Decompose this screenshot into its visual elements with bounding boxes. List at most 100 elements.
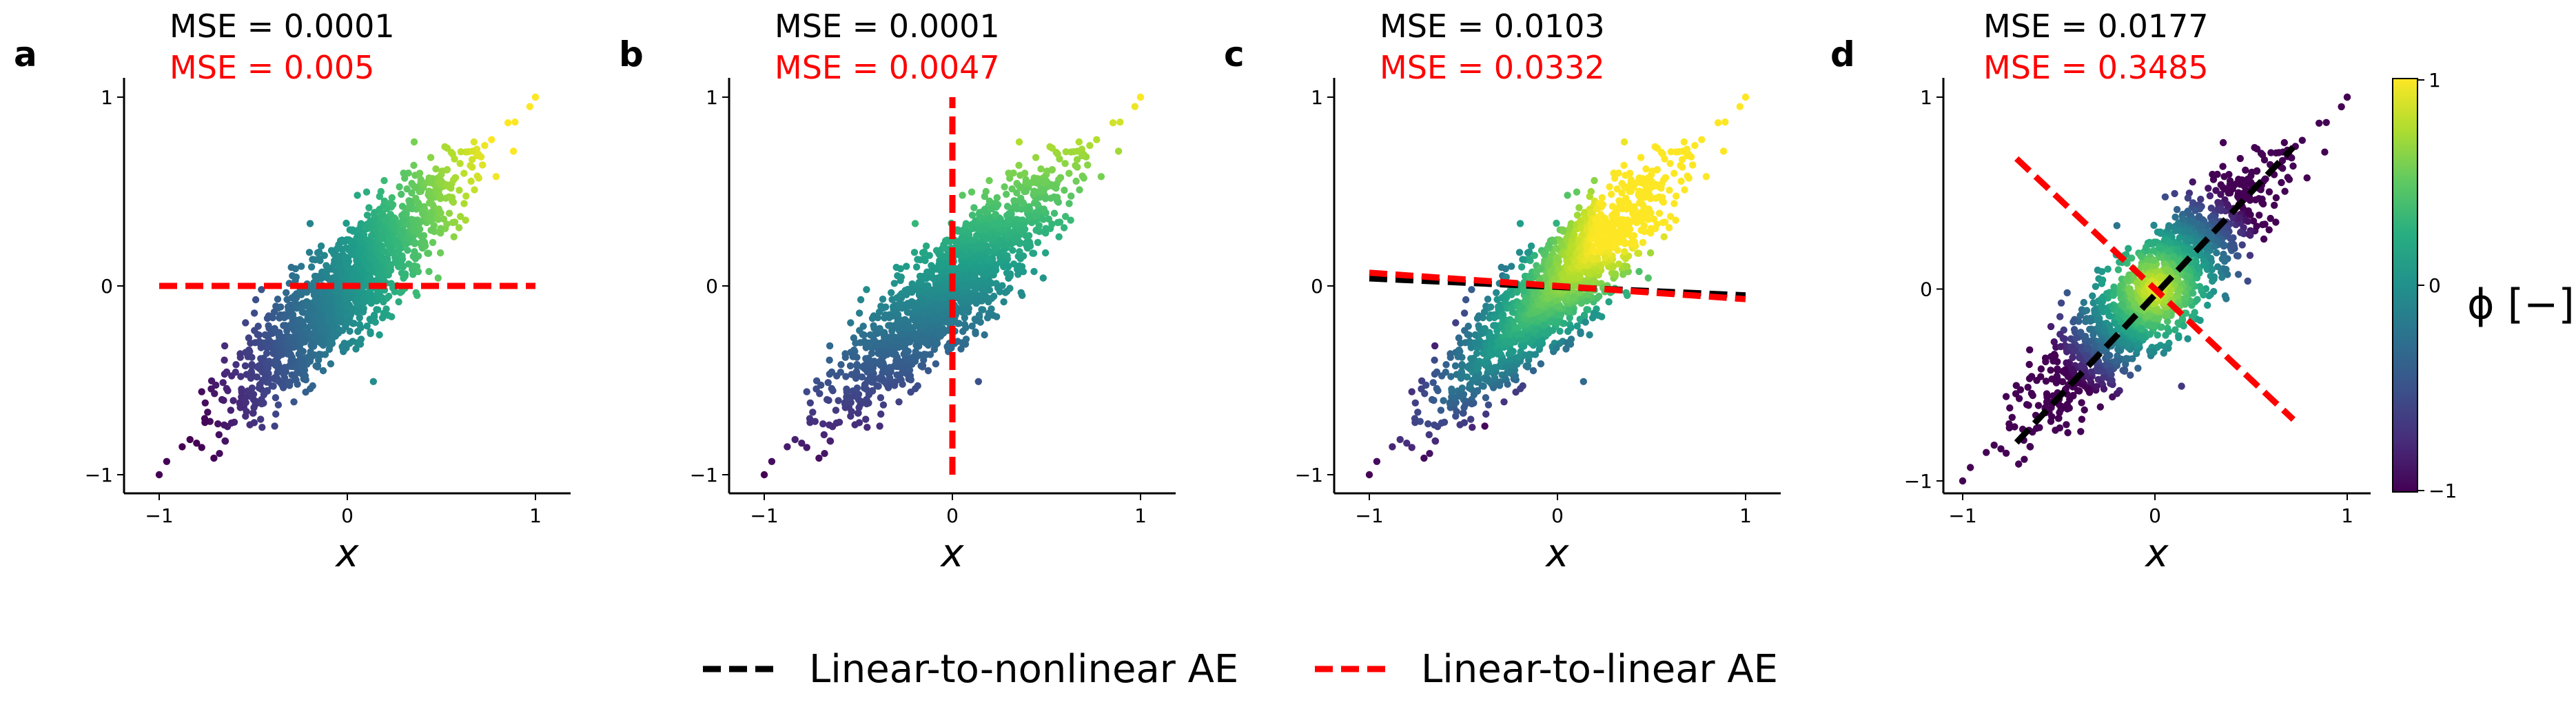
scatter-point xyxy=(1558,241,1566,249)
scatter-point xyxy=(768,457,776,465)
mse-label-nonlinear: MSE = 0.0177 xyxy=(1983,8,2209,45)
scatter-point xyxy=(1619,271,1627,278)
scatter-point xyxy=(976,256,983,265)
scatter-point xyxy=(326,276,334,284)
scatter-point xyxy=(1531,291,1538,300)
scatter-point xyxy=(325,313,334,320)
scatter-point xyxy=(1468,286,1475,294)
scatter-point xyxy=(1431,437,1439,445)
scatter-point xyxy=(1540,321,1548,329)
scatter-point xyxy=(1019,227,1026,236)
scatter-point xyxy=(1503,369,1511,377)
scatter-point xyxy=(214,420,222,428)
scatter-point xyxy=(879,378,888,385)
scatter-point xyxy=(1511,372,1520,380)
scatter-point xyxy=(1517,342,1525,349)
scatter-point xyxy=(1529,367,1537,375)
scatter-point xyxy=(956,287,964,294)
scatter-point xyxy=(404,247,411,254)
scatter-point xyxy=(912,342,920,349)
scatter-point xyxy=(981,331,988,339)
scatter-point xyxy=(344,265,351,272)
scatter-point xyxy=(855,309,863,317)
scatter-point xyxy=(924,367,932,375)
scatter-point xyxy=(1540,250,1548,258)
scatter-point xyxy=(912,385,919,393)
scatter-point xyxy=(1114,147,1123,155)
scatter-point xyxy=(367,232,376,240)
y-tick-label: −1 xyxy=(1295,464,1323,486)
scatter-point xyxy=(863,286,870,294)
scatter-point xyxy=(285,349,293,356)
scatter-point xyxy=(1556,327,1564,335)
scatter-point xyxy=(1608,190,1615,198)
scatter-point xyxy=(1475,325,1483,332)
scatter-point xyxy=(186,435,194,444)
scatter-point xyxy=(1493,289,1500,296)
scatter-point xyxy=(1472,360,1480,369)
scatter-point xyxy=(1080,150,1087,158)
scatter-point xyxy=(445,209,453,217)
scatter-point xyxy=(970,204,978,212)
scatter-point xyxy=(821,450,828,457)
y-tick-label: 1 xyxy=(101,86,113,109)
scatter-point xyxy=(389,220,397,227)
scatter-point xyxy=(365,204,373,212)
scatter-point xyxy=(1486,364,1493,372)
scatter-point xyxy=(964,282,972,291)
scatter-point xyxy=(317,242,325,250)
scatter-point xyxy=(1373,457,1381,465)
scatter-point xyxy=(985,176,993,185)
scatter-point xyxy=(1665,224,1673,232)
scatter-point xyxy=(1539,329,1546,337)
scatter-point xyxy=(1621,248,1628,256)
scatter-point xyxy=(972,225,980,232)
scatter-point xyxy=(1054,150,1061,158)
mse-label-nonlinear: MSE = 0.0001 xyxy=(170,8,395,45)
scatter-point xyxy=(308,320,316,329)
scatter-point xyxy=(210,454,218,462)
scatter-point xyxy=(1004,263,1012,271)
scatter-point xyxy=(398,203,407,210)
scatter-point xyxy=(380,176,388,185)
scatter-point xyxy=(1681,186,1688,194)
scatter-point xyxy=(1596,245,1604,252)
x-tick-label: −1 xyxy=(145,504,173,527)
scatter-point xyxy=(1067,148,1075,156)
scatter-point xyxy=(1531,251,1538,259)
scatter-point xyxy=(941,308,950,316)
scatter-point xyxy=(977,318,984,326)
scatter-point xyxy=(252,339,259,347)
scatter-point xyxy=(991,245,999,252)
scatter-point xyxy=(409,271,417,278)
scatter-point xyxy=(824,379,832,387)
scatter-point xyxy=(242,319,249,327)
scatter-point xyxy=(215,431,223,439)
scatter-point xyxy=(1525,356,1533,364)
scatter-point xyxy=(2171,213,2179,221)
scatter-point xyxy=(1659,150,1666,158)
scatter-point xyxy=(923,283,932,291)
scatter-point xyxy=(349,271,357,278)
scatter-point xyxy=(250,419,258,426)
scatter-point xyxy=(2078,415,2086,423)
scatter-point xyxy=(511,119,519,126)
scatter-point xyxy=(376,192,383,200)
scatter-point xyxy=(342,244,350,252)
scatter-point xyxy=(1581,213,1588,221)
y-tick-label: −1 xyxy=(85,464,113,486)
scatter-point xyxy=(314,249,322,256)
scatter-point xyxy=(806,399,815,407)
scatter-point xyxy=(1587,208,1595,216)
x-tick-label: 0 xyxy=(946,504,959,527)
scatter-point xyxy=(1060,224,1068,232)
scatter-point xyxy=(1569,282,1577,291)
scatter-point xyxy=(375,269,383,277)
scatter-point xyxy=(1482,394,1490,402)
scatter-point xyxy=(1691,142,1699,150)
scatter-point xyxy=(1659,218,1667,227)
scatter-point xyxy=(343,297,351,305)
scatter-point xyxy=(1056,174,1064,182)
scatter-point xyxy=(985,247,994,256)
scatter-point xyxy=(1537,337,1546,344)
